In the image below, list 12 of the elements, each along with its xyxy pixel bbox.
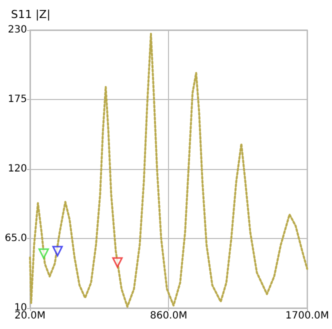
x-tick-label: 1700.0M — [285, 310, 330, 322]
y-tick-label: 65.0 — [4, 233, 27, 244]
x-tick-label: 20.0M — [14, 310, 46, 322]
y-tick-label: 230 — [8, 24, 27, 36]
y-tick-label: 175 — [8, 94, 27, 105]
line-series — [29, 32, 308, 308]
point — [112, 257, 123, 268]
y-tick-label: 120 — [8, 164, 27, 174]
point — [52, 246, 63, 256]
x-tick-label: 860.0M — [150, 310, 188, 322]
chart-title: S11 |Z| — [11, 8, 50, 21]
point — [38, 248, 49, 259]
